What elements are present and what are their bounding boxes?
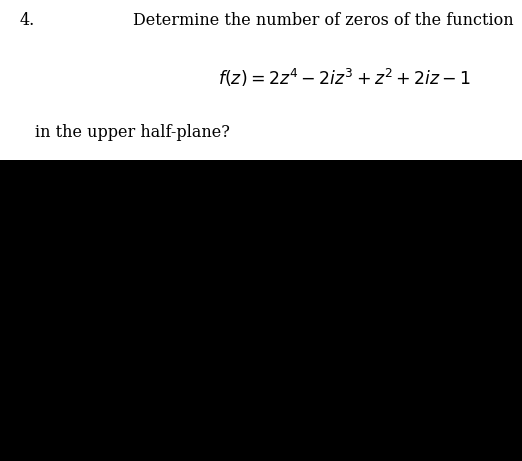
Bar: [0, 160, 522, 461]
Text: $f(z) = 2z^4 - 2iz^3 + z^2 + 2iz - 1$: $f(z) = 2z^4 - 2iz^3 + z^2 + 2iz - 1$: [218, 67, 471, 89]
Bar: [0, 0, 522, 160]
Text: in the upper half-plane?: in the upper half-plane?: [35, 124, 230, 142]
Text: 4.: 4.: [20, 12, 35, 29]
Text: Determine the number of zeros of the function: Determine the number of zeros of the fun…: [133, 12, 514, 29]
